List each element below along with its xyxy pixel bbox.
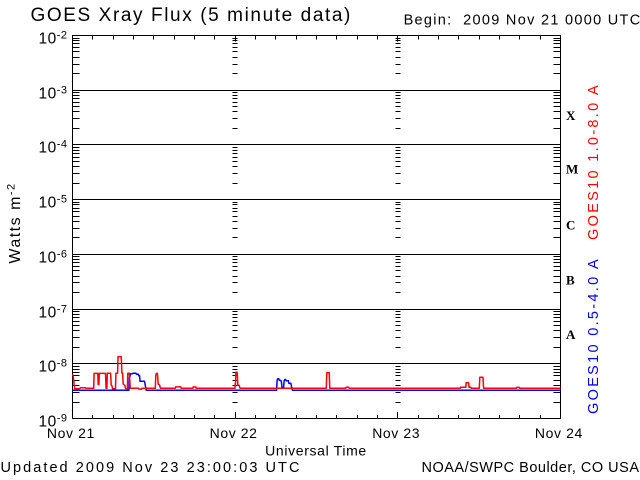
svg-text:10-4: 10-4 — [38, 139, 67, 157]
svg-text:M: M — [566, 162, 578, 177]
svg-text:Universal Time: Universal Time — [265, 443, 367, 459]
svg-text:Nov 24: Nov 24 — [535, 425, 583, 441]
svg-text:10-3: 10-3 — [38, 85, 67, 103]
svg-text:C: C — [566, 218, 575, 233]
svg-text:GOES10 0.5-4.0 A: GOES10 0.5-4.0 A — [586, 257, 602, 414]
svg-text:10-8: 10-8 — [38, 358, 67, 376]
svg-text:10-6: 10-6 — [38, 249, 67, 267]
svg-text:GOES10 1.0-8.0 A: GOES10 1.0-8.0 A — [586, 83, 602, 240]
svg-text:Watts m-2: Watts m-2 — [6, 182, 25, 263]
svg-text:Begin: 2009 Nov 21 0000 UTC: Begin: 2009 Nov 21 0000 UTC — [404, 12, 640, 28]
svg-text:B: B — [566, 273, 575, 288]
svg-text:10-5: 10-5 — [38, 194, 67, 212]
svg-text:NOAA/SWPC Boulder, CO USA: NOAA/SWPC Boulder, CO USA — [422, 460, 640, 476]
svg-text:X: X — [566, 108, 576, 123]
svg-text:10-2: 10-2 — [38, 30, 67, 48]
svg-text:10-9: 10-9 — [38, 413, 67, 431]
svg-text:Nov 22: Nov 22 — [210, 425, 258, 441]
svg-text:Updated 2009 Nov 23 23:00:03 U: Updated 2009 Nov 23 23:00:03 UTC — [1, 460, 302, 476]
svg-text:GOES Xray Flux (5 minute data): GOES Xray Flux (5 minute data) — [31, 5, 353, 26]
svg-text:Nov 23: Nov 23 — [372, 425, 420, 441]
svg-text:Nov 21: Nov 21 — [47, 425, 95, 441]
svg-text:10-7: 10-7 — [38, 304, 67, 322]
svg-text:A: A — [566, 327, 576, 342]
